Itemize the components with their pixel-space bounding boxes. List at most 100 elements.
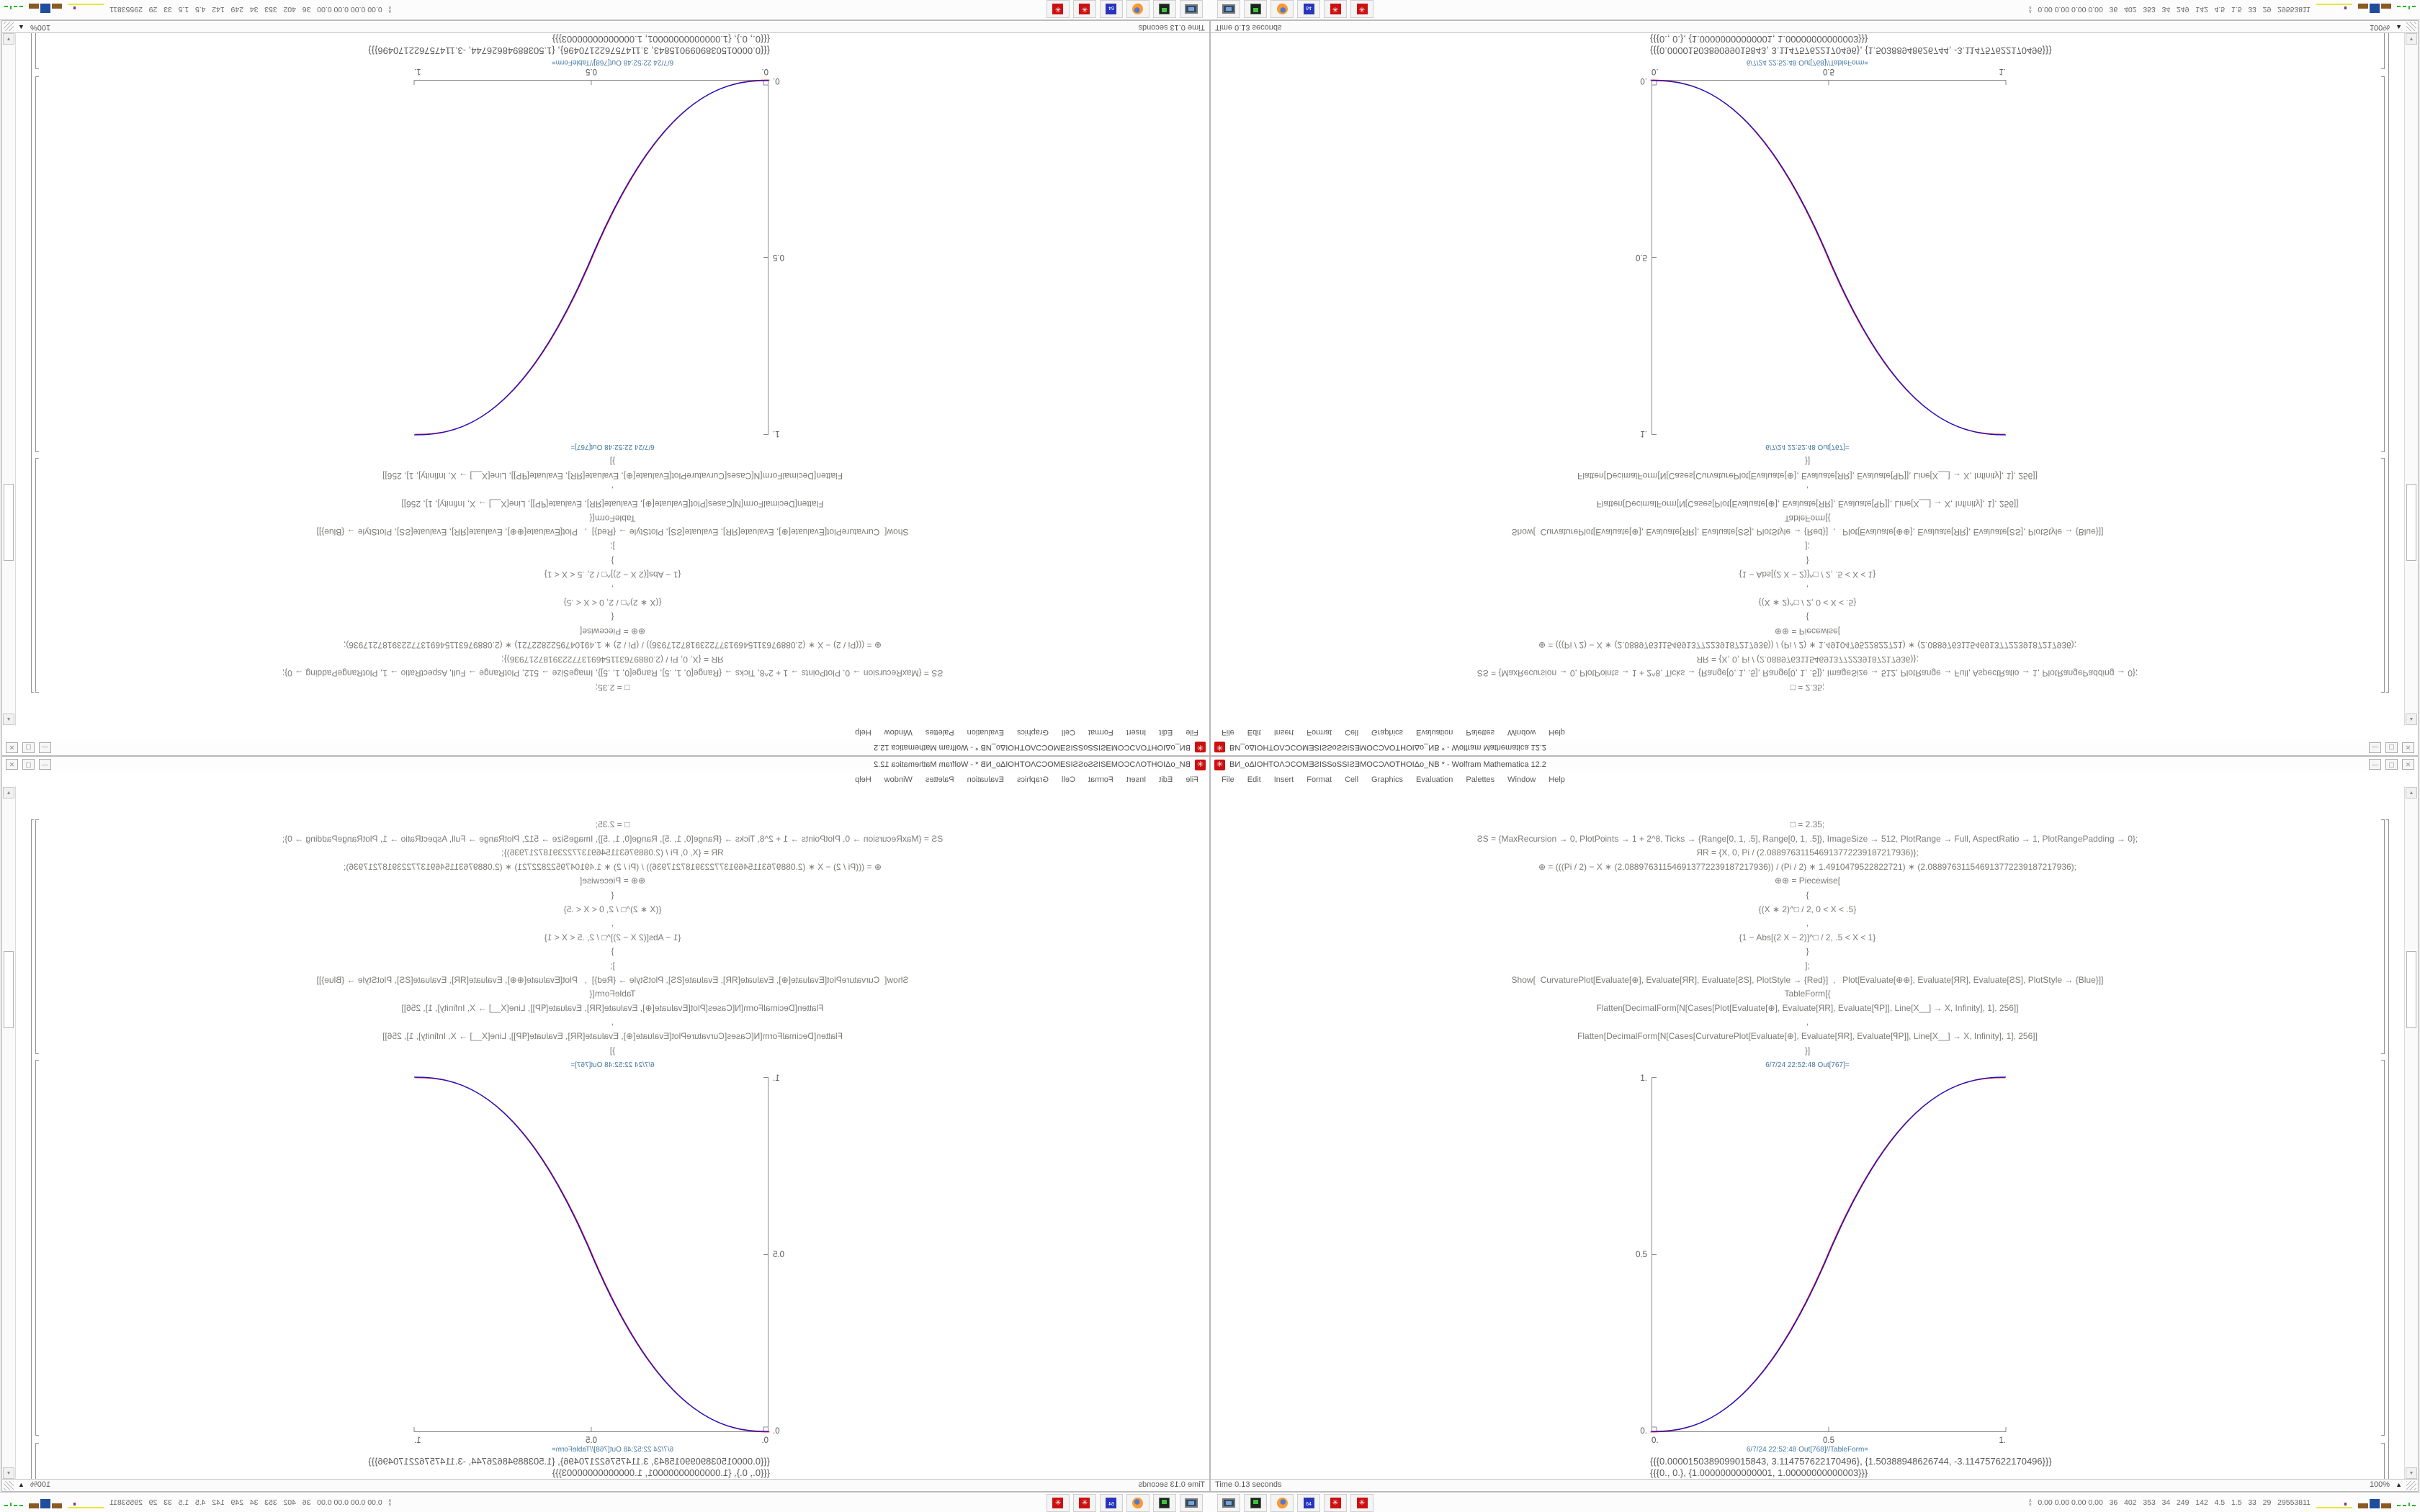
taskbar-button-mathematica[interactable]: ✳ — [1350, 1494, 1373, 1512]
scrollbar-down-arrow-icon[interactable]: ▼ — [3, 33, 14, 45]
maximize-button[interactable]: ▢ — [2385, 742, 2398, 753]
taskbar-button-firefox[interactable] — [1126, 0, 1150, 18]
minimize-button[interactable]: — — [39, 742, 51, 753]
menu-evaluation[interactable]: Evaluation — [1416, 728, 1453, 737]
menu-evaluation[interactable]: Evaluation — [967, 728, 1004, 737]
taskbar-button-mathematica[interactable]: ✳ — [1047, 1494, 1070, 1512]
magnification-menu-icon[interactable]: ▲ — [2396, 24, 2402, 31]
menu-window[interactable]: Window — [884, 728, 913, 737]
cell-bracket-plot-output[interactable] — [35, 1060, 39, 1436]
cell-bracket-group[interactable] — [2386, 32, 2389, 693]
vertical-scrollbar[interactable]: ▲ ▼ — [2404, 32, 2418, 726]
magnification-menu-icon[interactable]: ▲ — [18, 1481, 24, 1488]
menu-file[interactable]: File — [1186, 775, 1198, 784]
close-button[interactable]: ✕ — [2402, 742, 2414, 753]
menu-format[interactable]: Format — [1307, 775, 1332, 784]
menu-cell[interactable]: Cell — [1345, 728, 1359, 737]
scrollbar-down-arrow-icon[interactable]: ▼ — [2406, 1467, 2417, 1479]
menu-graphics[interactable]: Graphics — [1371, 775, 1404, 784]
code-cell[interactable]: □ = 2.35; ƧS = {MaxRecursion → 0, PlotPoi… — [1211, 454, 2404, 694]
cell-bracket-input[interactable] — [35, 458, 39, 693]
menu-palettes[interactable]: Palettes — [1466, 775, 1495, 784]
code-cell[interactable]: □ = 2.35; ƧS = {MaxRecursion → 0, PlotPoi… — [1211, 818, 2404, 1058]
zoom-level[interactable]: 100% — [2369, 23, 2390, 32]
resize-grip[interactable] — [4, 22, 14, 31]
taskbar-button-system-monitor[interactable] — [1180, 1494, 1203, 1512]
code-cell[interactable]: □ = 2.35; ƧS = {MaxRecursion → 0, PlotPoi… — [16, 454, 1209, 694]
maximize-button[interactable]: ▢ — [22, 742, 35, 753]
taskbar-button-system-monitor[interactable] — [1217, 0, 1240, 18]
resize-grip[interactable] — [2406, 1481, 2416, 1490]
magnification-menu-icon[interactable]: ▲ — [18, 24, 24, 31]
resize-grip[interactable] — [2406, 22, 2416, 31]
scrollbar-thumb[interactable] — [4, 951, 14, 1028]
taskbar-button-firefox[interactable] — [1270, 0, 1294, 18]
taskbar-button-mathematica[interactable]: ✳ — [1047, 0, 1070, 18]
cell-bracket-group[interactable] — [31, 819, 34, 1480]
zoom-level[interactable]: 100% — [2369, 1480, 2390, 1489]
taskbar-button-disk-utility[interactable] — [1153, 1494, 1176, 1512]
menu-insert[interactable]: Insert — [1126, 775, 1147, 784]
zoom-level[interactable]: 100% — [30, 23, 51, 32]
taskbar-button-mathematica[interactable]: ✳ — [1350, 0, 1373, 18]
menu-edit[interactable]: Edit — [1159, 775, 1173, 784]
menu-window[interactable]: Window — [884, 775, 913, 784]
cell-bracket-table-output[interactable] — [2381, 32, 2385, 69]
menu-help[interactable]: Help — [855, 728, 871, 737]
taskbar-button-mathematica[interactable]: ✳ — [1073, 1494, 1096, 1512]
menu-file[interactable]: File — [1222, 728, 1234, 737]
cell-bracket-input[interactable] — [35, 819, 39, 1054]
cell-bracket-table-output[interactable] — [35, 1443, 39, 1480]
menu-insert[interactable]: Insert — [1273, 728, 1294, 737]
menu-edit[interactable]: Edit — [1247, 775, 1261, 784]
menu-evaluation[interactable]: Evaluation — [967, 775, 1004, 784]
taskbar-button-mathematica[interactable]: ✳ — [1324, 1494, 1347, 1512]
scrollbar-thumb[interactable] — [2406, 951, 2416, 1028]
vertical-scrollbar[interactable]: ▲ ▼ — [2404, 786, 2418, 1480]
minimize-button[interactable]: — — [2369, 742, 2381, 753]
scrollbar-up-arrow-icon[interactable]: ▲ — [3, 787, 14, 798]
cell-bracket-group[interactable] — [31, 32, 34, 693]
menu-graphics[interactable]: Graphics — [1016, 728, 1049, 737]
resize-grip[interactable] — [4, 1481, 14, 1490]
taskbar-button-system-monitor[interactable] — [1180, 0, 1203, 18]
maximize-button[interactable]: ▢ — [2385, 759, 2398, 770]
menu-help[interactable]: Help — [855, 775, 871, 784]
magnification-menu-icon[interactable]: ▲ — [2396, 1481, 2402, 1488]
taskbar-button-mathematica[interactable]: ✳ — [1324, 0, 1347, 18]
taskbar-button-floppy-64[interactable]: 64 — [1100, 1494, 1123, 1512]
scrollbar-thumb[interactable] — [4, 484, 14, 561]
menu-insert[interactable]: Insert — [1273, 775, 1294, 784]
cell-bracket-table-output[interactable] — [35, 32, 39, 69]
menu-edit[interactable]: Edit — [1159, 728, 1173, 737]
menu-format[interactable]: Format — [1088, 775, 1113, 784]
menu-file[interactable]: File — [1222, 775, 1234, 784]
scrollbar-down-arrow-icon[interactable]: ▼ — [3, 1467, 14, 1479]
taskbar-button-floppy-64[interactable]: 64 — [1297, 0, 1320, 18]
menu-file[interactable]: File — [1186, 728, 1198, 737]
menu-edit[interactable]: Edit — [1247, 728, 1261, 737]
notebook-content[interactable]: □ = 2.35; ƧS = {MaxRecursion → 0, PlotPoi… — [1211, 32, 2404, 726]
scrollbar-thumb[interactable] — [2406, 484, 2416, 561]
taskbar-button-disk-utility[interactable] — [1153, 0, 1176, 18]
titlebar[interactable]: ✳ ВИ_ᴏΔΙΟΗΤΟΛƆCΟΜƎƧΙSSᴏSSΙƧƎΜΟCƆΛΟΤΗΟΙΔᴏ… — [1211, 757, 2418, 773]
menu-format[interactable]: Format — [1088, 728, 1113, 737]
taskbar-button-disk-utility[interactable] — [1244, 0, 1267, 18]
scrollbar-up-arrow-icon[interactable]: ▲ — [2406, 787, 2417, 798]
close-button[interactable]: ✕ — [6, 742, 18, 753]
menu-graphics[interactable]: Graphics — [1371, 728, 1404, 737]
cell-bracket-input[interactable] — [2381, 819, 2385, 1054]
menu-cell[interactable]: Cell — [1061, 775, 1075, 784]
menu-help[interactable]: Help — [1549, 728, 1565, 737]
zoom-level[interactable]: 100% — [30, 1480, 51, 1489]
maximize-button[interactable]: ▢ — [22, 759, 35, 770]
vertical-scrollbar[interactable]: ▲ ▼ — [2, 786, 16, 1480]
taskbar-button-system-monitor[interactable] — [1217, 1494, 1240, 1512]
titlebar[interactable]: ✳ ВИ_ᴏΔΙΟΗΤΟΛƆCΟΜƎƧΙSSᴏSSΙƧƎΜΟCƆΛΟΤΗΟΙΔᴏ… — [2, 739, 1209, 755]
taskbar-button-floppy-64[interactable]: 64 — [1100, 0, 1123, 18]
notebook-content[interactable]: □ = 2.35; ƧS = {MaxRecursion → 0, PlotPoi… — [16, 32, 1209, 726]
menu-evaluation[interactable]: Evaluation — [1416, 775, 1453, 784]
menu-insert[interactable]: Insert — [1126, 728, 1147, 737]
notebook-content[interactable]: □ = 2.35; ƧS = {MaxRecursion → 0, PlotPoi… — [1211, 786, 2404, 1480]
menu-window[interactable]: Window — [1507, 728, 1536, 737]
